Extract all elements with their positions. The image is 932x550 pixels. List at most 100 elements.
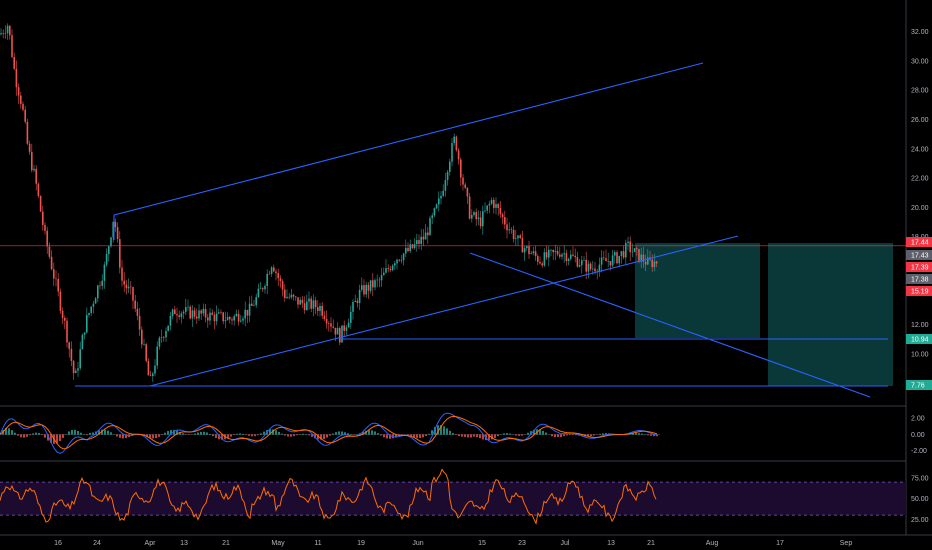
candle-body [295,296,297,298]
candle-body [572,254,574,256]
candle-body [394,263,396,266]
time-tick-label: Jul [561,540,570,547]
macd-histogram-bar [446,428,448,435]
macd-histogram-bar [296,434,298,436]
candle-body [110,237,112,247]
candle-body [77,368,79,371]
descending-line[interactable] [469,252,871,398]
candle-body [53,269,55,279]
candle-body [431,215,433,219]
macd-histogram-bar [323,434,325,440]
candle-body [330,323,332,327]
candle-body [486,205,488,211]
candle-body [424,232,427,240]
candle-body [374,280,376,288]
candle-body [376,279,378,281]
trendlines[interactable] [75,62,888,398]
candle-body [178,315,180,318]
candle-body [477,217,480,220]
macd-histogram-bar [197,432,199,435]
macd-histogram-bar [179,431,181,435]
candle-body [224,320,227,322]
macd-histogram-bar [362,431,364,435]
price-tag-label: 17.44 [911,240,929,247]
macd-histogram-bar [458,434,460,437]
macd-histogram-bar [551,434,553,437]
macd-histogram-bar [59,434,61,442]
upper-channel-line[interactable] [113,62,704,216]
candle-body [125,284,128,289]
candle-body [72,360,75,374]
candle-body [220,312,222,313]
candle-body [411,244,414,249]
candle-body [37,183,40,196]
candle-body [147,360,150,376]
time-tick-label: Sep [840,540,853,547]
rsi-tick-label: 75.00 [911,476,929,483]
candle-body [352,301,354,312]
candle-body [385,268,387,273]
candle-body [358,289,361,304]
macd-histogram-bar [308,434,310,436]
macd-signal-line [0,415,658,450]
candle-body [504,217,506,225]
macd-histogram-bar [86,434,88,436]
candle-body [622,251,625,258]
candle-body [570,254,572,259]
macd-histogram-bar [545,432,547,435]
candle-body [512,229,515,239]
time-axis[interactable]: 16 24 Apr 13 21 May 11 19 Jun 15 23 Jul 13 21 Aug 17 Sep [54,540,852,547]
rising-support-line[interactable] [149,235,739,387]
time-tick-label: 15 [478,540,486,547]
macd-histogram [0,425,658,444]
macd-histogram-bar [269,429,271,435]
macd-histogram-bar [569,434,571,436]
candle-body [356,300,359,304]
price-tag [906,237,932,247]
candle-body [466,187,469,197]
candle-body [189,306,191,319]
candle-body [647,257,649,265]
candle-body [383,272,385,276]
candle-body [372,280,374,288]
candle-body [79,349,81,369]
candle-body [196,316,198,319]
candle-body [471,215,473,219]
macd-histogram-bar [29,434,31,436]
macd-histogram-bar [641,433,643,435]
candle-body [134,300,136,309]
candle-body [193,310,196,317]
candle-body [279,278,282,282]
macd-histogram-bar [56,434,58,444]
candle-body [105,254,108,265]
candle-body [583,259,585,261]
candle-body [248,303,251,316]
candle-body [2,33,4,34]
target-zone-2[interactable] [768,243,893,386]
candle-body [262,288,264,290]
candle-body [266,273,268,286]
candle-body [556,251,559,255]
candle-body [363,285,365,295]
macd-histogram-bar [155,434,157,439]
macd-histogram-bar [170,430,172,435]
macd-histogram-bar [47,434,49,441]
macd-histogram-bar [605,433,607,435]
candle-body [627,241,629,243]
macd-histogram-bar [215,434,217,438]
price-tick-label: 12.00 [911,322,929,329]
candle-body [237,313,240,322]
target-zone-1[interactable] [635,243,760,338]
macd-axis[interactable]: 2.00 0.00 -2.00 [911,416,927,456]
macd-histogram-bar [290,434,292,437]
candle-body [182,311,185,314]
macd-histogram-bar [239,433,241,435]
candle-body [39,195,42,212]
candle-body [4,33,7,34]
macd-histogram-bar [407,434,409,436]
macd-histogram-bar [632,433,634,435]
candle-body [592,268,594,270]
candle-body [629,241,631,253]
rsi-axis[interactable]: 75.00 50.00 25.00 [911,476,929,524]
